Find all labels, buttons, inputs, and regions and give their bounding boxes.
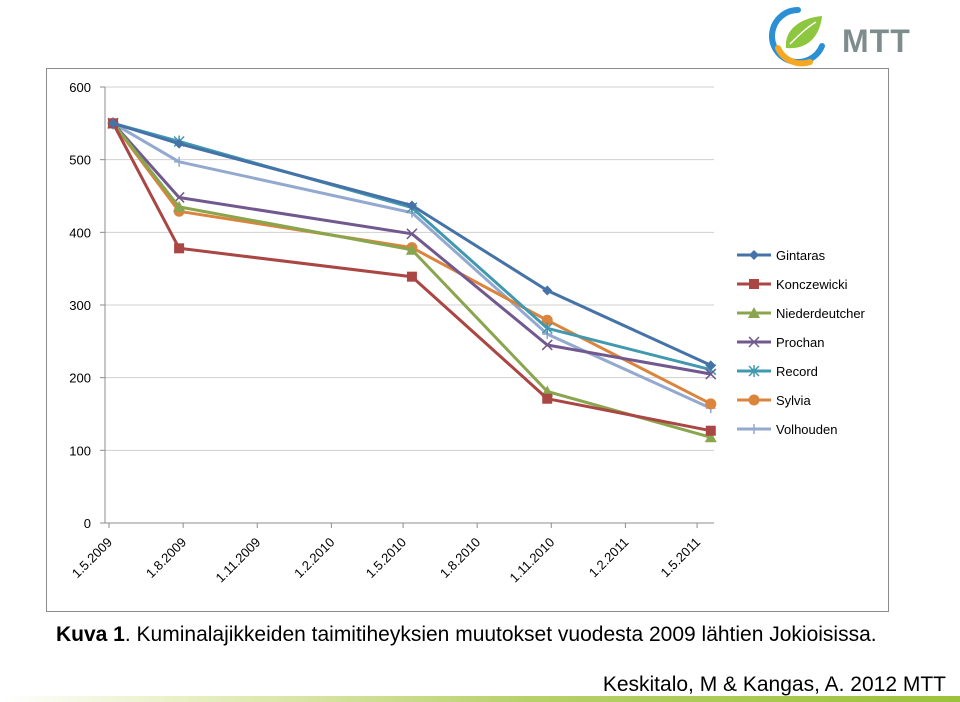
data-point-x (748, 336, 760, 348)
data-point-diamond (705, 360, 716, 371)
series-line (111, 122, 712, 406)
legend-label: Konczewicki (776, 277, 848, 292)
x-tick-label: 1.2.2010 (291, 535, 337, 581)
data-point-square (705, 425, 716, 436)
x-tick-label: 1.5.2010 (363, 535, 409, 581)
legend-item-sylvia: Sylvia (737, 393, 811, 408)
data-point-square (542, 393, 553, 404)
data-point-circle (541, 314, 553, 326)
legend-label: Niederdeutcher (776, 306, 866, 321)
legend-label: Prochan (776, 335, 824, 350)
data-point-diamond (174, 138, 185, 149)
data-point-star (541, 322, 553, 335)
legend-item-record: Record (737, 364, 818, 379)
data-point-star (748, 365, 760, 377)
data-point-square (406, 271, 417, 282)
logo-text: MTT (842, 23, 911, 59)
data-point-diamond (108, 118, 119, 129)
x-tick-label: 1.11.2009 (213, 535, 264, 586)
figure-caption: Kuva 1. Kuminalajikkeiden taimitiheyksie… (56, 621, 936, 648)
chart-frame: 0 100 200 300 400 500 600 1.5.2009 1.8.2009 1.11.… (46, 68, 889, 612)
x-tick-label: 1.11.2010 (507, 535, 558, 586)
data-point-plus (174, 156, 185, 167)
legend-label: Volhouden (776, 422, 837, 437)
data-point-triangle (704, 431, 717, 443)
legend-label: Record (776, 364, 818, 379)
x-tick-label: 1.5.2011 (657, 535, 703, 581)
series-volhouden (108, 118, 716, 414)
data-point-triangle (405, 243, 418, 255)
series-prochan (107, 117, 717, 380)
data-point-plus (749, 424, 759, 434)
legend-item-konczewicki: Konczewicki (737, 277, 848, 292)
data-point-circle (748, 394, 760, 406)
series-gintaras (108, 118, 716, 371)
data-point-triangle (541, 385, 554, 397)
mtt-logo: MTT (769, 7, 911, 67)
data-point-x (705, 368, 717, 380)
y-tick-label: 600 (69, 80, 91, 95)
legend-item-gintaras: Gintaras (737, 248, 826, 263)
legend: Gintaras Konczewicki Niederdeutcher Prochan… (737, 248, 866, 437)
legend-item-volhouden: Volhouden (737, 422, 837, 437)
x-tick-label: 1.8.2010 (437, 535, 483, 581)
y-tick-label: 100 (69, 443, 91, 458)
y-tick-label: 200 (69, 371, 91, 386)
data-point-circle (705, 398, 717, 410)
legend-item-niederdeutcher: Niederdeutcher (737, 306, 866, 321)
citation: Keskitalo, M & Kangas, A. 2012 MTT (602, 673, 946, 696)
y-tick-label: 500 (69, 153, 91, 168)
series-line (112, 122, 712, 410)
y-tick-label: 400 (69, 225, 91, 240)
data-point-square (749, 279, 759, 289)
x-tick-label: 1.2.2011 (586, 535, 632, 581)
data-point-diamond (542, 285, 553, 296)
legend-label: Sylvia (776, 393, 811, 408)
line-chart: 0 100 200 300 400 500 600 1.5.2009 1.8.2009 1.11.… (69, 80, 866, 586)
caption-label: Kuva 1 (56, 623, 125, 646)
series-sylvia (107, 117, 717, 410)
y-tick-label: 0 (84, 516, 91, 531)
legend-item-prochan: Prochan (737, 335, 824, 350)
legend-label: Gintaras (776, 248, 826, 263)
y-tick-label: 300 (69, 298, 91, 313)
bottom-accent-band (0, 696, 960, 702)
data-point-square (174, 243, 185, 254)
data-point-x (406, 228, 418, 240)
x-tick-label: 1.8.2009 (143, 535, 189, 581)
data-point-diamond (406, 200, 417, 211)
data-point-triangle (173, 200, 186, 212)
caption-text: . Kuminalajikkeiden taimitiheyksien muut… (124, 623, 877, 646)
data-point-triangle (748, 307, 760, 318)
x-tick-label: 1.5.2009 (69, 535, 115, 581)
data-point-diamond (749, 250, 759, 260)
leaf-swirl-icon (769, 7, 825, 67)
data-point-x (541, 339, 553, 351)
